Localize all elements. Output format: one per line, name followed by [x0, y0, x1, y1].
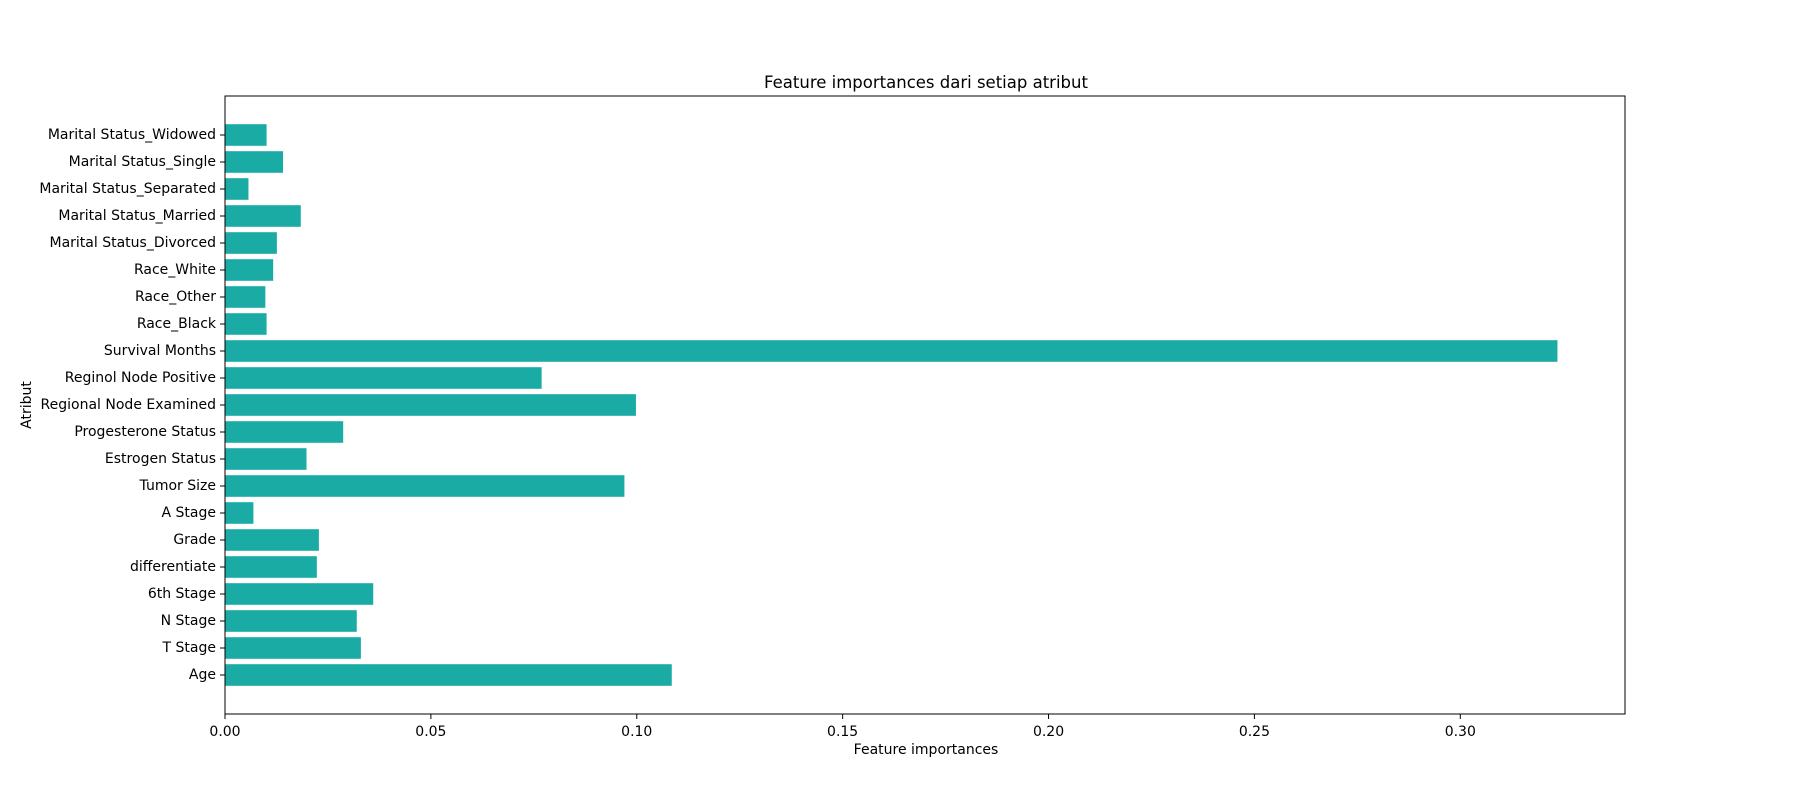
x-tick-label: 0.10 [621, 724, 652, 740]
bar-n-stage [225, 610, 357, 632]
y-tick-label: Marital Status_Single [69, 154, 216, 170]
y-tick-label: Marital Status_Divorced [50, 235, 217, 251]
y-tick-label: Race_Other [135, 289, 216, 305]
bar-tumor-size [225, 475, 625, 497]
y-tick-label: Marital Status_Widowed [48, 127, 216, 143]
y-axis-ticks: Age T Stage N Stage 6th Stage differentiate G… [39, 127, 225, 683]
bar-regional-node-examined [225, 394, 636, 416]
y-tick-label: Survival Months [104, 343, 216, 359]
bar-marital-status-single [225, 151, 284, 173]
y-tick-label: N Stage [161, 613, 216, 629]
x-tick-label: 0.30 [1445, 724, 1476, 740]
y-tick-label: Race_White [134, 262, 216, 278]
y-tick-label: T Stage [162, 640, 216, 656]
y-tick-label: Estrogen Status [105, 451, 216, 467]
y-tick-label: Age [189, 667, 216, 683]
x-tick-label: 0.05 [415, 724, 446, 740]
bar-marital-status-married [225, 205, 301, 227]
bar-marital-status-separated [225, 178, 249, 200]
bar-grade [225, 529, 319, 551]
y-tick-label: Marital Status_Married [58, 208, 216, 224]
bar-marital-status-widowed [225, 124, 267, 146]
y-tick-label: Grade [173, 532, 216, 548]
y-tick-label: Regional Node Examined [41, 397, 216, 413]
bar-6th-stage [225, 583, 374, 605]
x-tick-label: 0.20 [1033, 724, 1064, 740]
plot-frame [224, 95, 1626, 715]
bar-estrogen-status [225, 448, 307, 470]
bar-race-black [225, 313, 267, 335]
y-tick-label: Tumor Size [139, 478, 216, 494]
bar-progesterone-status [225, 421, 344, 443]
bar-reginol-node-positive [225, 367, 542, 389]
x-tick-label: 0.15 [827, 724, 858, 740]
x-axis-title: Feature importances [854, 742, 999, 758]
x-tick-label: 0.25 [1239, 724, 1270, 740]
y-tick-label: Progesterone Status [74, 424, 216, 440]
y-tick-label: differentiate [130, 559, 216, 575]
y-tick-label: 6th Stage [148, 586, 216, 602]
y-tick-label: A Stage [162, 505, 216, 521]
bar-age [225, 664, 672, 686]
bars-group [225, 124, 1558, 686]
y-axis-title: Atribut [19, 381, 35, 429]
y-tick-label: Marital Status_Separated [39, 181, 216, 197]
chart-title: Feature importances dari setiap atribut [764, 73, 1088, 92]
bar-race-other [225, 286, 266, 308]
bar-a-stage [225, 502, 254, 524]
bar-differentiate [225, 556, 317, 578]
bar-race-white [225, 259, 274, 281]
bar-survival-months [225, 340, 1558, 362]
bar-t-stage [225, 637, 361, 659]
x-axis-ticks: 0.00 0.05 0.10 0.15 0.20 0.25 0.30 [209, 714, 1476, 740]
y-tick-label: Race_Black [137, 316, 217, 332]
bar-marital-status-divorced [225, 232, 277, 254]
x-tick-label: 0.00 [209, 724, 240, 740]
y-tick-label: Reginol Node Positive [65, 370, 216, 386]
